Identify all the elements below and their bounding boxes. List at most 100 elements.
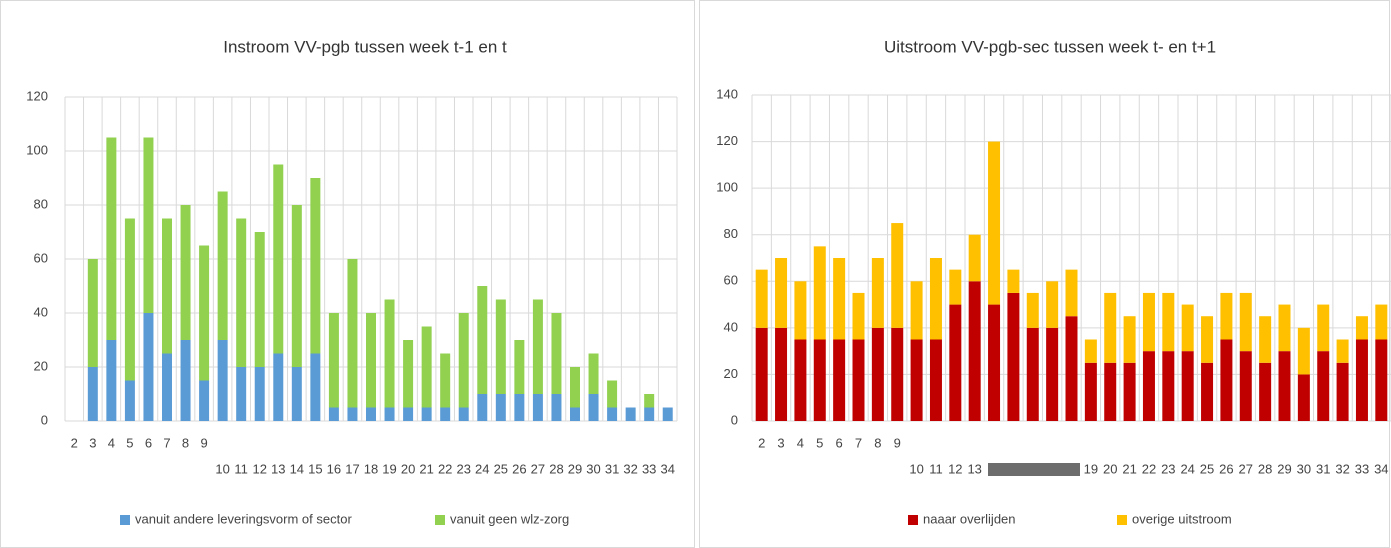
bar-segment xyxy=(968,234,981,282)
bar-segment xyxy=(1317,304,1330,352)
bar-segment xyxy=(755,327,768,421)
chart-title: Uitstroom VV-pgb-sec tussen week t- en t… xyxy=(884,37,1216,56)
bar-segment xyxy=(607,380,618,408)
bar-segment xyxy=(551,394,562,421)
bar-segment xyxy=(644,407,655,421)
bar-segment xyxy=(217,340,228,421)
bar-segment xyxy=(1084,362,1097,421)
bar-segment xyxy=(1239,292,1252,352)
x-tick-label: 24 xyxy=(475,461,489,476)
x-tick-label: 24 xyxy=(1180,461,1194,476)
x-tick-label: 33 xyxy=(642,461,656,476)
bar-segment xyxy=(1259,316,1272,363)
y-tick-label: 40 xyxy=(34,304,48,319)
y-tick-label: 100 xyxy=(26,142,48,157)
bar-segment xyxy=(570,407,580,421)
bar-segment xyxy=(477,394,488,421)
bar-segment xyxy=(588,353,599,394)
bar-segment xyxy=(949,269,962,305)
bar-segment xyxy=(347,259,358,408)
bar-segment xyxy=(421,407,432,421)
x-tick-label: 26 xyxy=(512,461,526,476)
bar-segment xyxy=(852,339,865,421)
bar-segment xyxy=(1142,292,1155,352)
legend-label: vanuit geen wlz-zorg xyxy=(450,511,569,526)
x-tick-label: 15 xyxy=(308,461,322,476)
bar-segment xyxy=(199,380,210,421)
bar-segment xyxy=(217,191,228,340)
bar-segment xyxy=(1007,269,1020,293)
x-tick-label: 12 xyxy=(252,461,266,476)
bar-segment xyxy=(236,218,247,367)
x-tick-label: 9 xyxy=(200,435,207,450)
bar-segment xyxy=(532,299,543,394)
bar-segment xyxy=(384,407,395,421)
bar-segment xyxy=(662,407,673,421)
bar-segment xyxy=(929,258,942,340)
bar-segment xyxy=(988,304,1001,421)
bar-segment xyxy=(532,394,543,421)
y-tick-label: 20 xyxy=(724,366,738,381)
bar-segment xyxy=(1123,316,1136,363)
x-tick-label: 21 xyxy=(419,461,433,476)
x-tick-label: 28 xyxy=(1258,461,1272,476)
bar-segment xyxy=(273,353,284,421)
bar-segment xyxy=(794,281,807,340)
x-tick-label: 20 xyxy=(401,461,415,476)
x-tick-label: 4 xyxy=(108,435,115,450)
bar-segment xyxy=(949,304,962,421)
bar-segment xyxy=(236,367,247,421)
y-tick-label: 0 xyxy=(731,412,738,427)
bar-segment xyxy=(813,339,826,421)
y-tick-label: 120 xyxy=(26,88,48,103)
bar-segment xyxy=(1181,304,1194,352)
bar-segment xyxy=(495,394,506,421)
bar-segment xyxy=(403,340,414,408)
bar-segment xyxy=(570,367,580,408)
bar-segment xyxy=(291,205,302,367)
bar-segment xyxy=(1104,292,1117,363)
bar-segment xyxy=(458,407,469,421)
bar-segment xyxy=(440,353,451,408)
bar-segment xyxy=(1046,327,1059,421)
x-tick-label: 4 xyxy=(797,435,804,450)
x-tick-label: 3 xyxy=(777,435,784,450)
x-tick-label: 23 xyxy=(456,461,470,476)
x-tick-label: 32 xyxy=(623,461,637,476)
bar-segment xyxy=(1065,316,1078,421)
x-tick-label: 34 xyxy=(660,461,674,476)
bar-segment xyxy=(403,407,414,421)
bar-segment xyxy=(1201,316,1214,363)
legend-swatch xyxy=(120,515,130,525)
bar-segment xyxy=(607,407,618,421)
bar-segment xyxy=(871,327,884,421)
y-tick-label: 20 xyxy=(34,358,48,373)
bar-segment xyxy=(143,137,154,313)
x-tick-label: 30 xyxy=(586,461,600,476)
bar-segment xyxy=(1104,362,1117,421)
bar-segment xyxy=(833,339,846,421)
bar-segment xyxy=(328,313,339,408)
bar-segment xyxy=(1201,362,1214,421)
x-tick-label: 9 xyxy=(894,435,901,450)
bar-segment xyxy=(1278,351,1291,421)
bar-segment xyxy=(143,313,154,421)
bar-segment xyxy=(477,286,488,394)
bar-segment xyxy=(1375,304,1388,340)
bar-segment xyxy=(1375,339,1388,421)
bar-segment xyxy=(852,292,865,340)
bar-segment xyxy=(1220,339,1233,421)
x-tick-label: 17 xyxy=(345,461,359,476)
bar-segment xyxy=(1046,281,1059,328)
bar-segment xyxy=(1355,316,1368,340)
bar-segment xyxy=(625,407,636,421)
bar-segment xyxy=(87,367,98,421)
x-tick-label: 33 xyxy=(1355,461,1369,476)
x-tick-label: 22 xyxy=(438,461,452,476)
bar-segment xyxy=(1297,374,1310,421)
x-tick-label: 12 xyxy=(948,461,962,476)
x-tick-label: 27 xyxy=(1239,461,1253,476)
bar-segment xyxy=(458,313,469,408)
bar-segment xyxy=(87,259,98,367)
x-tick-label: 8 xyxy=(182,435,189,450)
